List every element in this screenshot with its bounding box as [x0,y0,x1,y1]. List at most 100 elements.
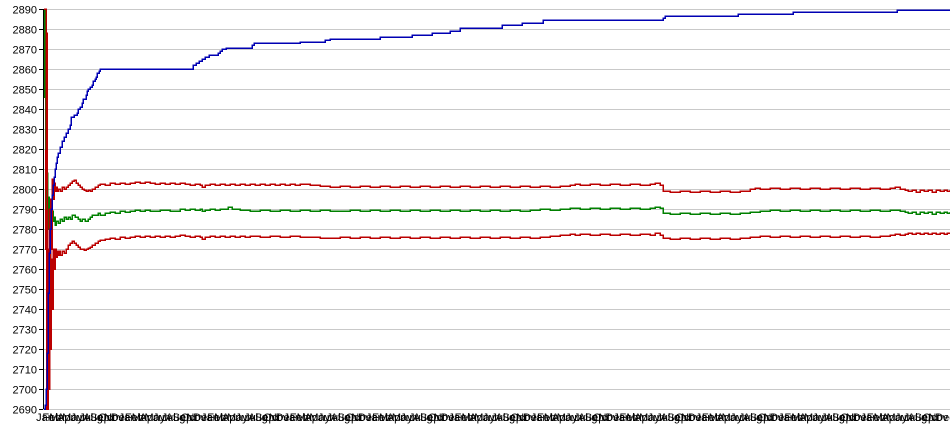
y-tick-label: 2710 [13,365,37,377]
x-tick-label: Jan [448,412,466,424]
x-tick-label: Mar [626,412,645,424]
x-tick-label: Jun [565,412,583,424]
x-tick-label: Oct [510,412,527,424]
y-tick-label: 2860 [13,65,37,77]
x-tick-label: Sep [750,412,770,424]
x-tick-label: Aug [825,412,845,424]
x-tick-label: Mar [791,412,810,424]
x-tick-label: Oct [98,412,115,424]
y-tick-label: 2690 [13,405,37,417]
x-tick-label: Feb [784,412,803,424]
y-tick-label: 2720 [13,345,37,357]
x-tick-label: Aug [248,412,268,424]
x-tick-label: Jan [531,412,549,424]
x-tick-label: Jul [574,412,588,424]
x-tick-label: Sep [90,412,110,424]
x-tick-label: Apr [57,412,74,424]
x-tick-label: Mar [297,412,316,424]
x-tick-label: Jul [409,412,423,424]
x-tick-label: Feb [537,412,556,424]
x-tick-label: Oct [263,412,280,424]
x-tick-label: May [309,412,330,424]
x-tick-label: Jan [366,412,384,424]
x-tick-label: Nov [846,412,866,424]
x-tick-label: Feb [867,412,886,424]
x-tick-label: Oct [840,412,857,424]
x-tick-label: Oct [428,412,445,424]
x-tick-label: Sep [915,412,935,424]
x-tick-label: Oct [923,412,940,424]
x-tick-label: Oct [181,412,198,424]
x-tick-label: Sep [420,412,440,424]
x-tick-label: Mar [132,412,151,424]
y-tick-label: 2850 [13,85,37,97]
x-tick-label: Jun [400,412,418,424]
y-tick-label: 2810 [13,165,37,177]
x-tick-label: Dec [853,412,873,424]
x-tick-label: Jul [821,412,835,424]
x-tick-label: Jan [613,412,631,424]
series-red-lower-noisy-line [44,8,950,410]
x-tick-label: May [474,412,495,424]
x-tick-label: Dec [358,412,378,424]
x-tick-label: Nov [186,412,206,424]
x-tick-label: Mar [461,412,480,424]
x-tick-label: Dec [276,412,296,424]
y-tick-label: 2750 [13,285,37,297]
x-tick-label: Sep [502,412,522,424]
x-tick-label: Dec [770,412,790,424]
x-tick-label: Nov [681,412,701,424]
x-tick-label: Feb [702,412,721,424]
x-tick-label: Jan [119,412,137,424]
x-tick-label: May [722,412,743,424]
x-tick-label: Nov [104,412,124,424]
x-tick-label: Apr [881,412,898,424]
x-tick-label: May [145,412,166,424]
y-tick-label: 2820 [13,145,37,157]
x-tick-label: Sep [667,412,687,424]
x-tick-label: Apr [552,412,569,424]
y-tick-label: 2780 [13,225,37,237]
x-tick-label: Jul [491,412,505,424]
x-tick-label: Aug [496,412,516,424]
y-tick-label: 2760 [13,265,37,277]
x-tick-label: Aug [660,412,680,424]
x-tick-label: Mar [49,412,68,424]
x-tick-label: Sep [337,412,357,424]
x-tick-label: Apr [387,412,404,424]
x-tick-label: Nov [516,412,536,424]
x-tick-label: Jun [895,412,913,424]
x-tick-label: Jan [696,412,714,424]
x-tick-label: Dec [605,412,625,424]
x-tick-label: Aug [743,412,763,424]
x-tick-label: May [886,412,907,424]
x-tick-label: Nov [269,412,289,424]
x-tick-label: Dec [193,412,213,424]
x-tick-label: Dec [688,412,708,424]
x-tick-label: Feb [207,412,226,424]
x-tick-label: Jun [812,412,830,424]
x-tick-label: Nov [434,412,454,424]
x-tick-label: Dec [935,412,950,424]
x-tick-label: Jul [79,412,93,424]
x-tick-label: Apr [139,412,156,424]
x-tick-label: Mar [544,412,563,424]
x-tick-label: Jan [283,412,301,424]
x-tick-label: Jun [730,412,748,424]
x-tick-label: Apr [799,412,816,424]
series-blue-rising-step-line [44,9,950,410]
x-tick-label: Aug [578,412,598,424]
x-tick-label: Mar [379,412,398,424]
x-tick-label: Mar [709,412,728,424]
x-tick-label: Nov [351,412,371,424]
series-green-middle-noisy-line [43,8,950,230]
x-tick-label: Dec [111,412,131,424]
x-tick-label: Jan [778,412,796,424]
x-tick-label: Jul [244,412,258,424]
y-tick-label: 2700 [13,385,37,397]
x-tick-label: Jul [904,412,918,424]
x-tick-label: Feb [42,412,61,424]
x-tick-label: Sep [832,412,852,424]
